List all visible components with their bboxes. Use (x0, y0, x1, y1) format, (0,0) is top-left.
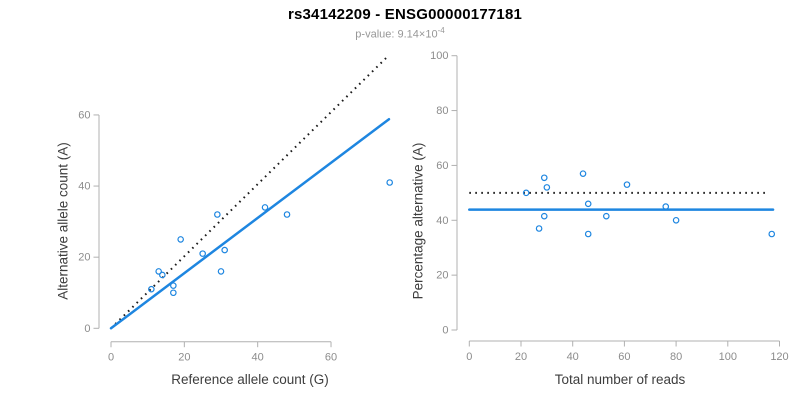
data-point (214, 211, 221, 218)
y-tick-label: 20 (78, 252, 90, 264)
data-point (522, 189, 530, 197)
data-point (177, 236, 184, 243)
left-panel: 0 20 40 60 0 20 40 60 Reference allele count (G)… (56, 56, 393, 387)
data-point (579, 170, 587, 177)
data-point (170, 282, 177, 289)
data-point (148, 285, 155, 293)
data-point (543, 184, 551, 191)
data-point (768, 230, 776, 238)
data-point (170, 289, 177, 297)
x-axis-title: Total number of reads (555, 372, 686, 387)
y-tick-label: 40 (78, 181, 90, 193)
pvalue-exponent: -4 (437, 26, 445, 35)
plot-subtitle: p-value: 9.14×10-4 (0, 26, 800, 41)
x-tick-label: 60 (325, 352, 337, 364)
y-tick-label: 80 (436, 105, 448, 117)
data-point (540, 174, 548, 182)
data-point (261, 204, 269, 211)
x-tick-label: 0 (108, 352, 114, 364)
x-tick-label: 40 (567, 351, 579, 363)
x-tick-label: 0 (466, 351, 472, 363)
data-point (283, 211, 291, 218)
data-point (584, 200, 592, 208)
data-point (672, 216, 680, 224)
fit-line (109, 117, 391, 330)
x-axis-title: Reference allele count (G) (171, 372, 329, 387)
x-tick-label: 40 (252, 352, 264, 364)
data-point (584, 230, 592, 238)
pvalue-text: p-value: 9.14×10 (355, 28, 438, 41)
data-point (221, 246, 228, 254)
y-tick-label: 20 (436, 270, 448, 282)
x-tick-label: 60 (618, 351, 630, 363)
plot-title: rs34142209 - ENSG00000177181 (287, 6, 523, 23)
x-tick-label: 80 (670, 351, 682, 363)
data-point (386, 179, 393, 186)
y-tick-label: 0 (84, 323, 90, 335)
data-point (623, 181, 631, 188)
data-point (662, 203, 670, 210)
x-tick-label: 20 (515, 351, 527, 363)
x-tick-label: 100 (719, 351, 737, 363)
y-tick-label: 60 (436, 160, 448, 172)
data-point (199, 250, 206, 257)
right-panel: 0 20 40 60 80 100 0 20 40 60 80 100 120 Total number … (411, 50, 789, 387)
y-tick-label: 100 (430, 50, 448, 62)
y-tick-label: 60 (78, 109, 90, 121)
y-axis-title: Percentage alternative (A) (411, 143, 426, 300)
identity-line (110, 56, 388, 330)
y-tick-label: 0 (442, 325, 448, 337)
data-point (535, 225, 543, 232)
y-tick-label: 40 (436, 215, 448, 227)
data-point (603, 212, 610, 220)
y-axis-title: Alternative allele count (A) (56, 142, 71, 300)
x-tick-label: 120 (770, 351, 788, 363)
data-point (540, 212, 548, 220)
data-point (155, 268, 162, 275)
data-point (159, 271, 166, 279)
data-point (217, 268, 225, 275)
x-tick-label: 20 (178, 352, 190, 364)
